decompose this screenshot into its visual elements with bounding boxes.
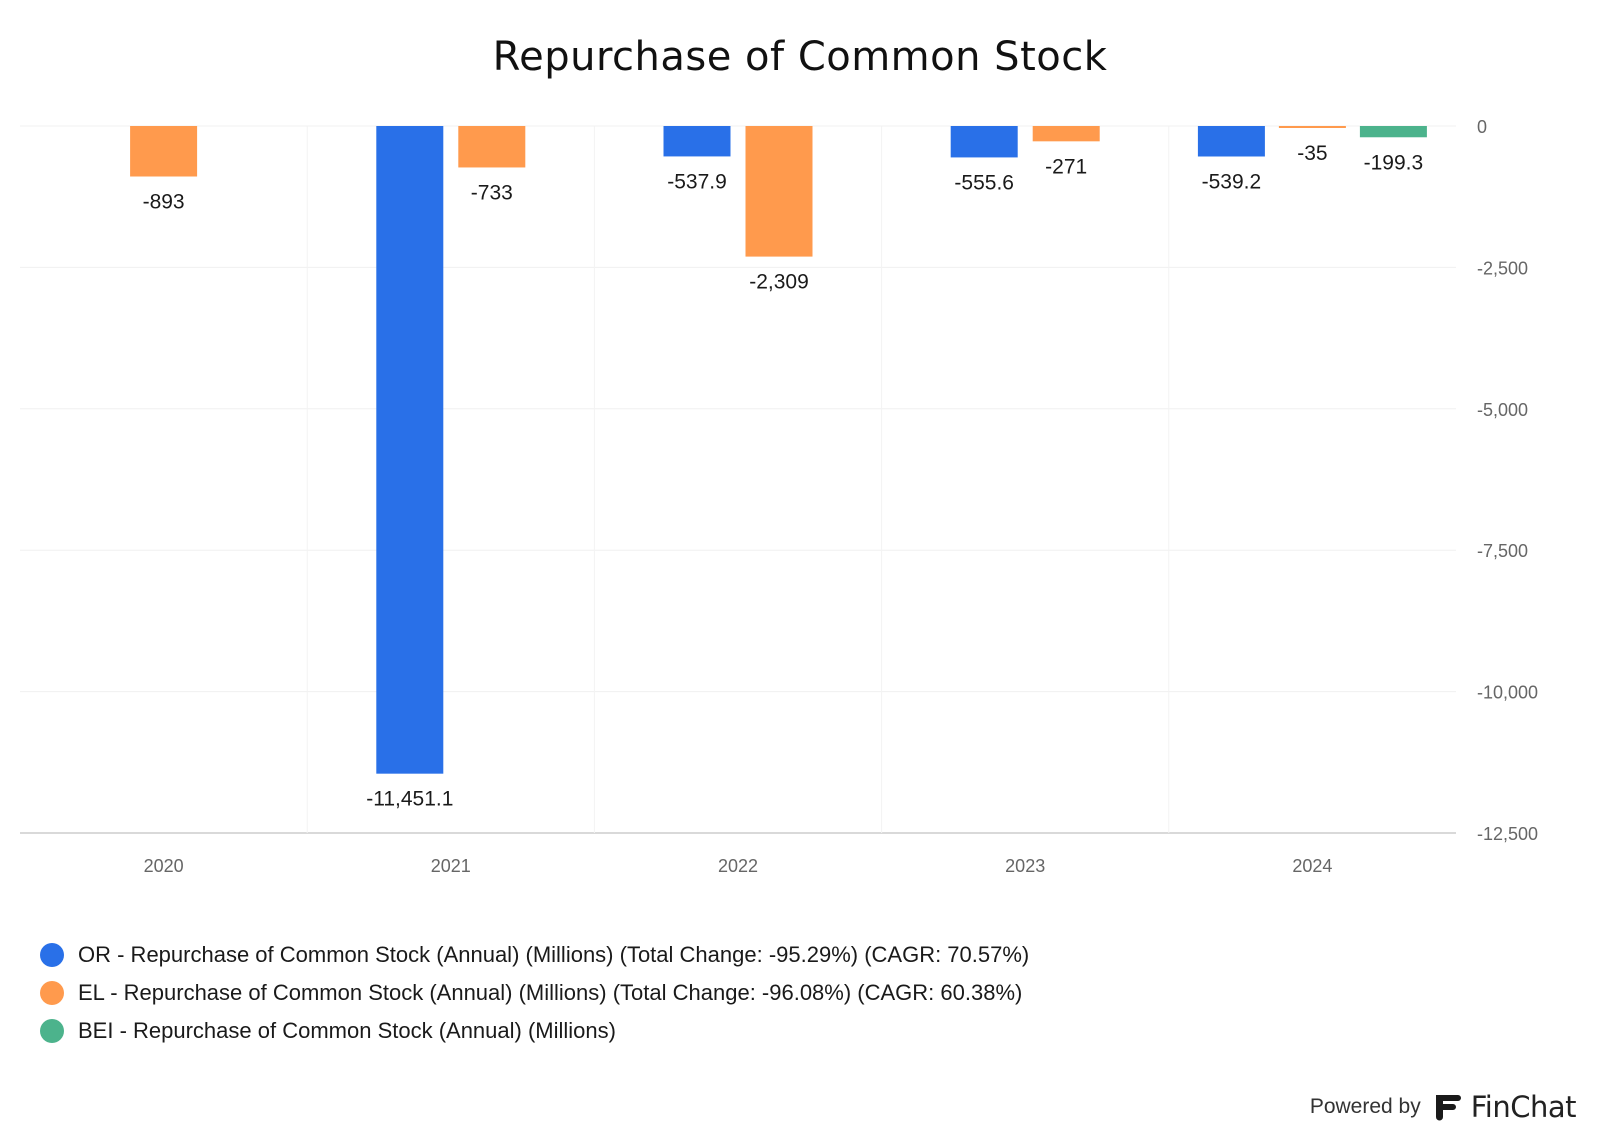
y-tick-label: -10,000	[1477, 683, 1538, 703]
chart-title: Repurchase of Common Stock	[492, 34, 1108, 80]
axis-layer: 0 -2,500 -5,000 -7,500 -10,000 -12,500 2020 202…	[144, 117, 1538, 876]
legend-dot-icon	[40, 981, 64, 1005]
x-tick-label: 2020	[144, 856, 184, 876]
bar-chart: -893 -11,451.1 -733 -537.9 -2,309 -555.6 -271 -…	[20, 117, 1538, 876]
legend-dot-icon	[40, 1019, 64, 1043]
data-label: -537.9	[667, 170, 727, 193]
y-tick-label: -2,500	[1477, 258, 1528, 278]
bar-or-2024	[1197, 126, 1265, 157]
finchat-logo-icon	[1435, 1095, 1461, 1121]
y-tick-label: -5,000	[1477, 400, 1528, 420]
bar-or-2023	[950, 126, 1018, 158]
data-label: -271	[1045, 155, 1087, 178]
bar-el-2023	[1032, 126, 1100, 142]
data-label: -11,451.1	[366, 788, 453, 811]
legend-item[interactable]: EL - Repurchase of Common Stock (Annual)…	[40, 974, 1029, 1012]
legend: OR - Repurchase of Common Stock (Annual)…	[40, 936, 1029, 1050]
x-tick-label: 2022	[718, 856, 758, 876]
bar-el-2020	[130, 126, 198, 177]
x-tick-label: 2023	[1005, 856, 1045, 876]
data-label: -35	[1297, 142, 1327, 165]
data-label: -2,309	[749, 271, 809, 294]
brand-name: FinChat	[1470, 1090, 1577, 1124]
y-tick-label: -7,500	[1477, 541, 1528, 561]
grid-layer	[20, 125, 1456, 834]
data-label: -733	[471, 181, 513, 204]
x-tick-label: 2024	[1292, 856, 1332, 876]
bar-or-2021	[376, 126, 444, 774]
legend-dot-icon	[40, 943, 64, 967]
legend-item[interactable]: BEI - Repurchase of Common Stock (Annual…	[40, 1012, 1029, 1050]
powered-by-text: Powered by	[1309, 1095, 1421, 1118]
legend-item[interactable]: OR - Repurchase of Common Stock (Annual)…	[40, 936, 1029, 974]
x-tick-label: 2021	[431, 856, 471, 876]
y-tick-label: 0	[1477, 117, 1487, 137]
legend-label: EL - Repurchase of Common Stock (Annual)…	[78, 980, 1023, 1005]
legend-label: BEI - Repurchase of Common Stock (Annual…	[78, 1018, 616, 1043]
bar-el-2024	[1278, 126, 1346, 128]
data-label: -555.6	[954, 171, 1014, 194]
powered-by[interactable]: Powered by FinChat	[1309, 1090, 1577, 1124]
bar-bei-2024	[1359, 126, 1427, 138]
data-label: -893	[143, 191, 185, 214]
y-tick-label: -12,500	[1477, 824, 1538, 844]
bars-layer	[130, 126, 1427, 774]
legend-label: OR - Repurchase of Common Stock (Annual)…	[78, 942, 1030, 967]
data-label: -539.2	[1202, 170, 1262, 193]
bar-el-2022	[745, 126, 813, 257]
data-label: -199.3	[1364, 151, 1424, 174]
bar-or-2022	[663, 126, 731, 157]
data-labels-layer: -893 -11,451.1 -733 -537.9 -2,309 -555.6 -271 -…	[143, 142, 1424, 811]
bar-el-2021	[458, 126, 526, 168]
